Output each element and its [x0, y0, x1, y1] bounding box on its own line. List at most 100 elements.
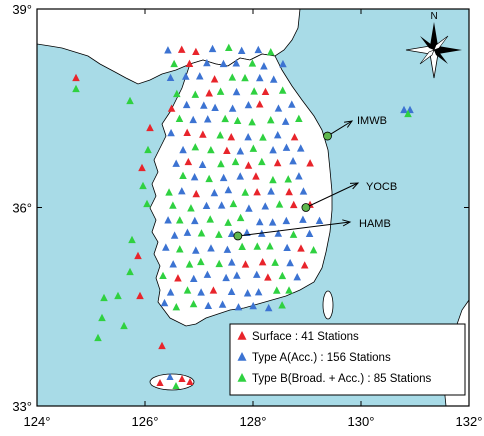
- station-marker: [296, 144, 305, 152]
- station-marker: [309, 246, 318, 254]
- station-marker: [255, 100, 264, 108]
- station-marker: [273, 130, 282, 139]
- x-tick-label: 130°: [348, 414, 375, 429]
- station-marker: [260, 62, 268, 70]
- station-marker: [233, 116, 242, 125]
- station-marker: [269, 175, 277, 184]
- x-tick-label: 128°: [240, 414, 267, 429]
- station-marker: [169, 201, 177, 209]
- station-marker: [191, 216, 199, 225]
- station-marker: [203, 115, 212, 123]
- station-marker: [272, 286, 281, 294]
- x-tick-label: 132°: [456, 414, 483, 429]
- station-marker: [177, 45, 186, 53]
- station-marker: [253, 188, 261, 196]
- station-marker: [266, 242, 274, 250]
- station-marker: [278, 86, 287, 94]
- station-marker: [114, 291, 122, 300]
- station-marker: [266, 115, 275, 124]
- station-marker: [227, 132, 236, 141]
- y-tick-label: 36°: [12, 201, 32, 216]
- station-arrow: [237, 221, 351, 237]
- x-tick-label: 126°: [132, 414, 159, 429]
- station-marker: [197, 288, 205, 296]
- legend-marker-typeB: [237, 373, 247, 382]
- station-marker: [210, 188, 219, 197]
- station-marker: [261, 87, 270, 96]
- station-marker: [285, 187, 293, 196]
- station-marker: [227, 287, 236, 295]
- station-marker: [248, 59, 257, 67]
- station-marker: [192, 47, 200, 56]
- station-marker: [182, 100, 191, 109]
- station-marker: [207, 244, 215, 252]
- station-marker: [178, 187, 186, 195]
- station-marker: [72, 84, 80, 93]
- station-marker: [404, 109, 412, 118]
- station-marker: [224, 185, 233, 194]
- station-marker: [236, 213, 245, 222]
- station-marker: [267, 187, 275, 195]
- station-arrow: [305, 182, 359, 208]
- station-marker: [255, 217, 264, 226]
- station-marker: [273, 158, 282, 167]
- station-marker: [162, 243, 170, 251]
- station-marker: [264, 273, 272, 281]
- station-marker: [258, 258, 267, 266]
- arrowhead-icon: [349, 182, 360, 190]
- station-marker: [249, 144, 258, 152]
- station-marker: [288, 100, 296, 108]
- station-marker: [209, 286, 218, 294]
- station-marker: [299, 187, 308, 195]
- station-marker: [191, 143, 200, 151]
- legend-marker-typeA: [237, 352, 247, 361]
- stations-layer: IMWB YOCB HAMB: [72, 43, 414, 389]
- station-marker: [146, 123, 154, 132]
- station-marker: [234, 303, 243, 311]
- station-marker: [228, 73, 237, 81]
- station-marker: [216, 131, 224, 139]
- legend-box: [229, 323, 466, 396]
- station-marker: [165, 188, 173, 196]
- station-marker: [207, 145, 215, 154]
- station-marker: [100, 293, 108, 302]
- station-marker: [274, 104, 283, 112]
- station-marker: [244, 161, 253, 169]
- station-marker: [206, 215, 214, 223]
- station-marker: [278, 301, 286, 309]
- station-marker: [305, 229, 314, 238]
- station-marker: [282, 216, 291, 225]
- station-marker: [244, 100, 253, 109]
- station-marker: [232, 59, 241, 67]
- station-marker: [266, 47, 275, 56]
- station-marker: [72, 73, 80, 82]
- station-marker: [199, 130, 207, 138]
- station-marker: [254, 45, 263, 54]
- station-marker: [144, 145, 152, 154]
- legend-label-typeA: Type A(Acc.) : 156 Stations: [252, 352, 391, 364]
- station-marker: [190, 173, 199, 181]
- station-marker: [225, 43, 233, 52]
- station-marker: [250, 87, 258, 95]
- station-marker: [134, 251, 142, 260]
- station-marker: [223, 245, 232, 253]
- station-marker: [223, 146, 231, 154]
- station-marker: [189, 299, 198, 308]
- station-marker: [189, 274, 198, 283]
- station-marker: [170, 59, 178, 68]
- station-marker: [139, 181, 147, 190]
- station-marker: [293, 272, 302, 281]
- station-marker: [136, 291, 144, 300]
- station-marker: [205, 89, 213, 97]
- station-marker: [192, 246, 200, 254]
- station-marker: [269, 145, 277, 154]
- station-marker: [269, 75, 278, 83]
- station-marker: [216, 87, 225, 95]
- legend: Surface : 41 Stations Type A(Acc.) : 156 …: [229, 323, 466, 396]
- station-marker: [255, 73, 264, 82]
- station-marker: [306, 159, 314, 167]
- station-marker: [224, 218, 232, 226]
- station-marker: [195, 72, 204, 80]
- station-marker: [222, 273, 230, 282]
